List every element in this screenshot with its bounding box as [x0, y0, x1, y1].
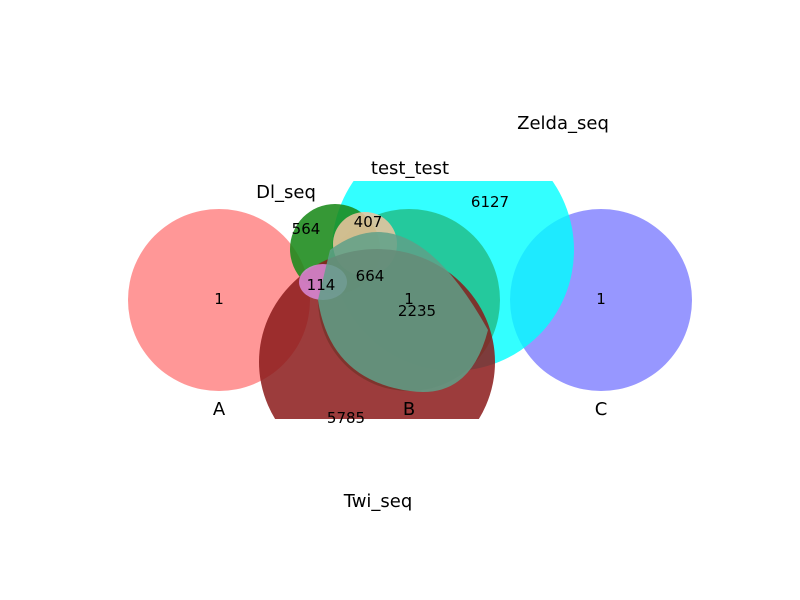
count-zelda-twi: 2235: [398, 302, 436, 320]
set-zelda-seq-label: Zelda_seq: [517, 113, 609, 134]
count-dl-only: 564: [292, 220, 321, 238]
count-b-only: 1: [404, 290, 414, 308]
set-a-label: A: [213, 399, 226, 420]
set-c-label: C: [595, 399, 608, 420]
count-dl-test-twi: 664: [356, 267, 385, 285]
count-twi-only: 5785: [327, 409, 365, 427]
count-zelda-only: 6127: [471, 193, 509, 211]
count-dl-test: 407: [354, 213, 383, 231]
set-twi-seq-label: Twi_seq: [343, 491, 413, 512]
set-b-label: B: [403, 399, 415, 420]
count-dl-twi: 114: [307, 276, 336, 294]
b-twi-overlap-region: [318, 232, 488, 393]
set-test-test-label: test_test: [371, 158, 449, 179]
count-c-only: 1: [596, 290, 606, 308]
set-dl-seq-label: Dl_seq: [256, 182, 316, 203]
count-a-only: 1: [214, 290, 224, 308]
